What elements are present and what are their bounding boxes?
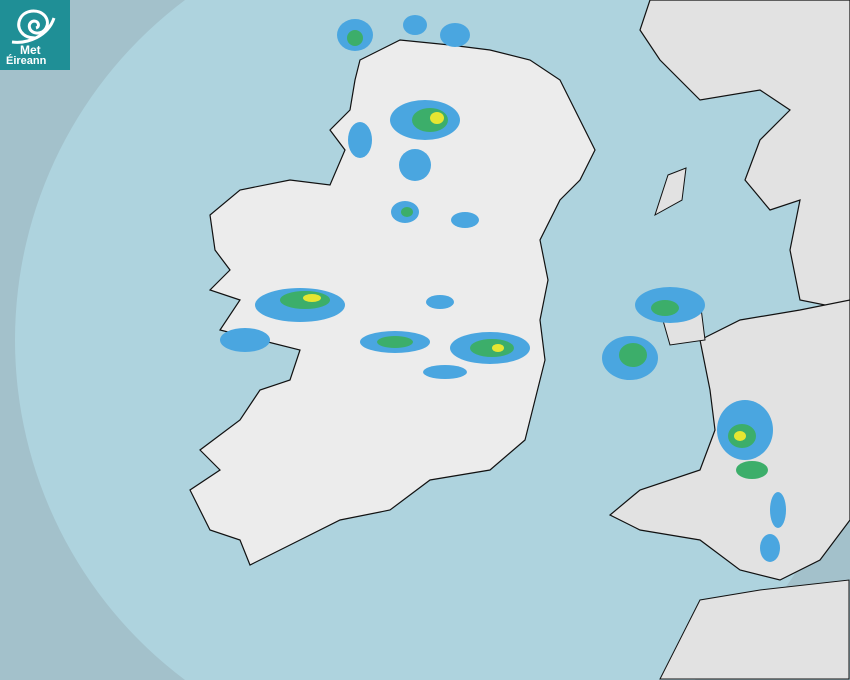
ireland-landmass [189, 39, 596, 566]
precipitation-layer [220, 15, 786, 562]
logo-text-eireann: Éireann [6, 55, 47, 67]
isle-of-man [654, 167, 687, 217]
logo-text-met: Met [20, 43, 41, 57]
met-eireann-logo: Met Éireann [0, 0, 70, 70]
spiral-wave-icon [11, 9, 56, 44]
cornwall-landmass [659, 579, 850, 680]
